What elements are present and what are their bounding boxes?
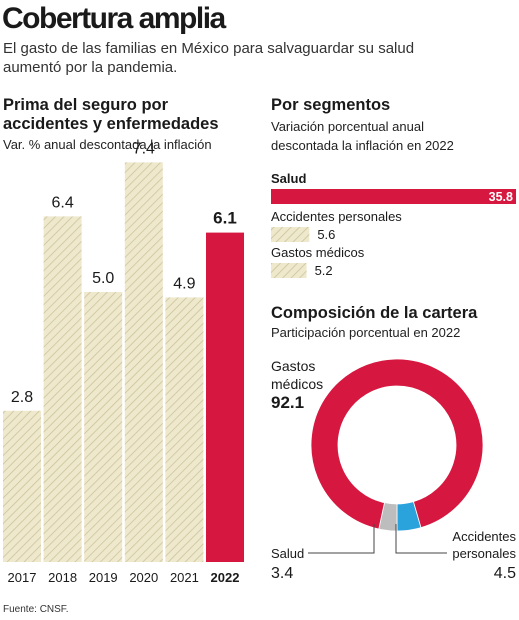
bar-value-label: 4.9 xyxy=(173,275,195,292)
source-note: Fuente: CNSF. xyxy=(3,604,69,615)
slice-label: Gastos xyxy=(271,358,315,374)
segment-value-label: 5.2 xyxy=(315,263,333,278)
segment-label: Salud xyxy=(271,171,306,186)
x-tick-label: 2017 xyxy=(8,570,37,585)
x-tick-label: 2018 xyxy=(48,570,77,585)
bar-value-label: 2.8 xyxy=(11,389,33,406)
bar-value-label: 7.4 xyxy=(133,140,155,157)
leader-line xyxy=(308,524,375,554)
subtitle-line-2: aumentó por la pandemia. xyxy=(3,59,178,76)
bar-chart-title-line-2: accidentes y enfermedades xyxy=(3,115,219,133)
slice-label: personales xyxy=(452,546,516,561)
slice-label: Accidentes xyxy=(452,529,516,544)
bar-value-label: 5.0 xyxy=(92,270,114,287)
bar-2021 xyxy=(165,297,204,562)
bar-2017 xyxy=(3,410,41,562)
segment-value-label: 35.8 xyxy=(489,190,513,204)
bar-chart-title-line-1: Prima del seguro por xyxy=(3,96,169,114)
segment-bar xyxy=(271,263,307,278)
page-title: Cobertura amplia xyxy=(2,2,226,35)
bar-chart-subtitle: Var. % anual descontada la inflación xyxy=(3,137,212,152)
segments-subtitle-line-2: descontada la inflación en 2022 xyxy=(271,138,454,153)
segment-value-label: 5.6 xyxy=(317,227,335,242)
annual-bar-chart: 2.8 2017 6.4 2018 5.0 2019 7.4 2020 4.9 2021 6.1 20… xyxy=(3,140,244,585)
segment-bar xyxy=(271,227,310,242)
bar-value-label: 6.4 xyxy=(51,194,73,211)
subtitle-line-1: El gasto de las familias en México para … xyxy=(3,40,415,57)
segments-title: Por segmentos xyxy=(271,96,391,114)
bar-2020 xyxy=(124,162,163,562)
x-tick-label: 2019 xyxy=(89,570,118,585)
x-tick-label: 2022 xyxy=(211,570,240,585)
segment-label: Gastos médicos xyxy=(271,245,365,260)
slice-value-label: 3.4 xyxy=(271,565,293,582)
slice-label: Salud xyxy=(271,546,304,561)
bar-2022 xyxy=(206,232,244,562)
segments-subtitle-line-1: Variación porcentual anual xyxy=(271,119,424,134)
segment-bar xyxy=(271,189,516,204)
portfolio-subtitle: Participación porcentual en 2022 xyxy=(271,325,461,340)
x-tick-label: 2020 xyxy=(129,570,158,585)
portfolio-title: Composición de la cartera xyxy=(271,304,478,322)
segment-label: Accidentes personales xyxy=(271,209,402,224)
slice-label: médicos xyxy=(271,376,323,392)
segments-bar-chart: Salud 35.8 Accidentes personales 5.6 Gastos … xyxy=(271,171,516,278)
x-tick-label: 2021 xyxy=(170,570,199,585)
bar-value-label: 6.1 xyxy=(213,209,237,228)
bar-2018 xyxy=(43,216,82,562)
bar-2019 xyxy=(84,292,123,562)
slice-value-label: 4.5 xyxy=(494,565,516,582)
leader-line xyxy=(395,524,447,554)
slice-value-label: 92.1 xyxy=(271,393,304,412)
donut-slice-0 xyxy=(310,358,484,530)
